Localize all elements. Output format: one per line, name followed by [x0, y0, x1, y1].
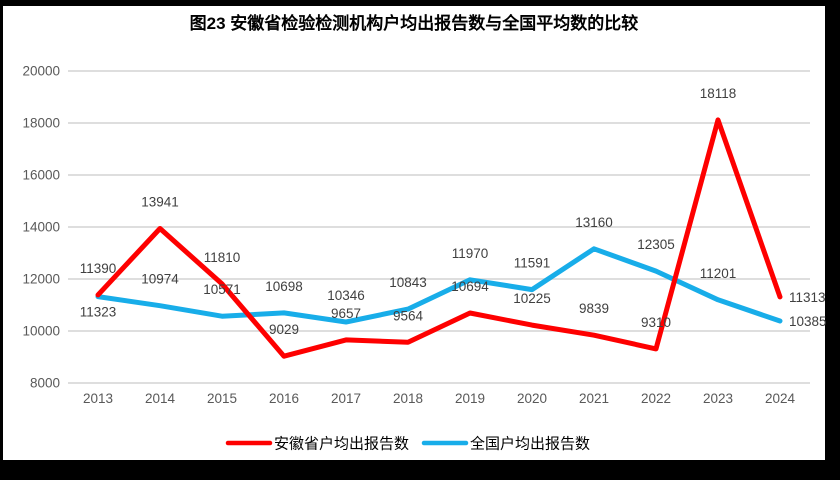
x-tick-label: 2021	[579, 391, 609, 406]
data-label: 9029	[269, 322, 299, 337]
y-tick-label: 14000	[22, 220, 60, 235]
series-line-anhui	[95, 117, 783, 359]
data-label: 9657	[331, 306, 361, 321]
x-tick-label: 2023	[703, 391, 733, 406]
y-tick-label: 8000	[30, 376, 60, 391]
y-tick-label: 10000	[22, 324, 60, 339]
data-label: 10225	[513, 291, 551, 306]
series-line-national	[95, 246, 783, 325]
data-label: 13160	[575, 215, 613, 230]
chart-title: 图23 安徽省检验检测机构户均出报告数与全国平均数的比较	[190, 13, 639, 33]
x-tick-label: 2013	[83, 391, 113, 406]
x-tick-label: 2019	[455, 391, 485, 406]
x-tick-label: 2024	[765, 391, 796, 406]
data-label: 11313	[789, 290, 826, 305]
data-labels-group: 11390 13941 11810 9029 9657 9564 10694 10225 983…	[80, 86, 827, 337]
data-label: 10694	[451, 279, 489, 294]
x-tick-label: 2015	[207, 391, 237, 406]
y-axis-labels-group: 20000 18000 16000 14000 12000 10000 8000	[22, 64, 60, 391]
data-label: 10974	[141, 272, 179, 287]
x-tick-label: 2016	[269, 391, 299, 406]
series-lines-group	[95, 117, 783, 359]
legend-label-anhui: 安徽省户均出报告数	[274, 436, 409, 453]
data-label: 11970	[452, 246, 489, 261]
x-tick-label: 2017	[331, 391, 361, 406]
data-label: 10698	[265, 279, 303, 294]
x-tick-label: 2014	[145, 391, 176, 406]
data-label: 10346	[327, 288, 365, 303]
data-label: 12305	[637, 237, 675, 252]
data-label: 10385	[789, 314, 827, 329]
data-label: 11390	[80, 261, 117, 276]
data-label: 11810	[204, 250, 241, 265]
x-tick-label: 2020	[517, 391, 547, 406]
legend-group: 安徽省户均出报告数 全国户均出报告数	[225, 435, 590, 453]
data-label: 9839	[579, 301, 609, 316]
y-tick-label: 18000	[22, 116, 60, 131]
x-axis-labels-group: 2013 2014 2015 2016 2017 2018 2019 2020 2021 2022…	[83, 391, 796, 406]
data-label: 18118	[700, 86, 737, 101]
legend-label-national: 全国户均出报告数	[470, 435, 590, 453]
data-label: 11591	[514, 256, 551, 271]
data-label: 9310	[641, 315, 671, 330]
data-label: 10843	[389, 275, 427, 290]
y-tick-label: 20000	[22, 64, 60, 79]
gridlines-group	[68, 70, 810, 384]
data-label: 9564	[393, 308, 424, 323]
y-tick-label: 12000	[22, 272, 60, 287]
data-label: 13941	[141, 195, 179, 210]
x-tick-label: 2018	[393, 391, 423, 406]
data-label: 10571	[203, 282, 241, 297]
y-tick-label: 16000	[22, 168, 60, 183]
data-label: 11201	[700, 266, 737, 281]
data-label: 11323	[80, 305, 117, 320]
x-tick-label: 2022	[641, 391, 671, 406]
